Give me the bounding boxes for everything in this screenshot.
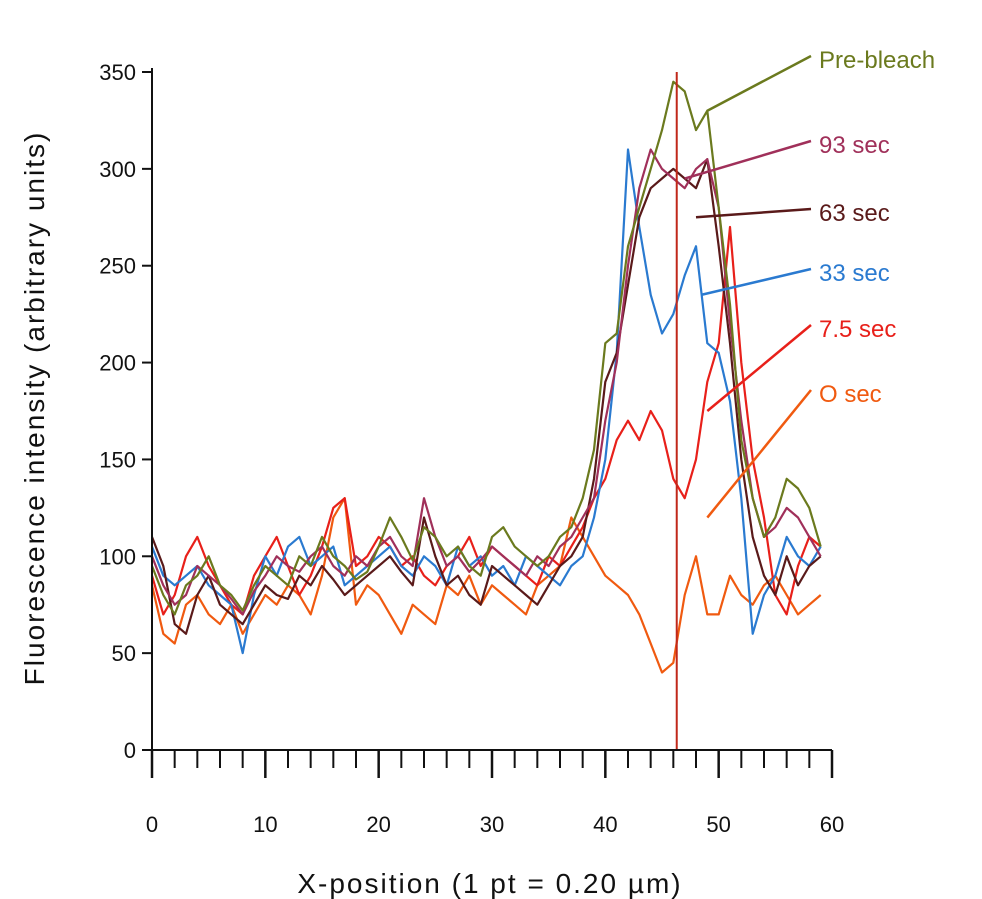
legend-layer: Pre-bleach 93 sec 63 sec 33 sec 7.5 sec O sec <box>684 47 935 519</box>
x-axis-title: X-position (1 pt = 0.20 µm) <box>297 868 682 899</box>
x-tick-label: 60 <box>820 812 844 837</box>
legend-leader-line <box>695 207 812 219</box>
y-axis-title: Fluorescence intensity (arbitrary units) <box>19 131 50 686</box>
x-tick-label: 30 <box>480 812 504 837</box>
y-tick-label: 300 <box>99 157 136 182</box>
y-tick-label: 350 <box>99 60 136 85</box>
legend-label-7-5-sec: 7.5 sec <box>819 316 896 343</box>
legend-label-pre-bleach: Pre-bleach <box>819 47 935 74</box>
x-tick-label: 10 <box>253 812 277 837</box>
legend-label-93-sec: 93 sec <box>819 132 890 159</box>
series-line-63-sec <box>150 158 822 635</box>
legend-leader-line <box>706 324 812 412</box>
series-line-33-sec <box>150 148 822 655</box>
legend-leader-line <box>706 389 812 519</box>
axes-layer: 0 50 100 150 200 250 300 350 0 10 20 30 40 50 60 <box>99 60 844 837</box>
legend-label-o-sec: O sec <box>819 381 882 408</box>
series-line-o-sec <box>150 497 822 674</box>
x-tick-label: 20 <box>366 812 390 837</box>
x-tick-label: 0 <box>146 812 158 837</box>
legend-leader-line <box>684 139 812 180</box>
y-tick-label: 100 <box>99 544 136 569</box>
x-tick-label: 40 <box>593 812 617 837</box>
x-tick-label: 50 <box>706 812 730 837</box>
series-layer <box>150 72 822 750</box>
y-tick-label: 50 <box>112 641 136 666</box>
y-tick-label: 0 <box>124 738 136 763</box>
legend-leader-line <box>701 267 812 296</box>
legend-leader-line <box>706 54 812 112</box>
y-tick-label: 200 <box>99 351 136 376</box>
legend-label-33-sec: 33 sec <box>819 260 890 287</box>
legend-label-63-sec: 63 sec <box>819 200 890 227</box>
y-tick-label: 250 <box>99 254 136 279</box>
series-line-pre-bleach <box>150 80 822 616</box>
y-tick-label: 150 <box>99 447 136 472</box>
